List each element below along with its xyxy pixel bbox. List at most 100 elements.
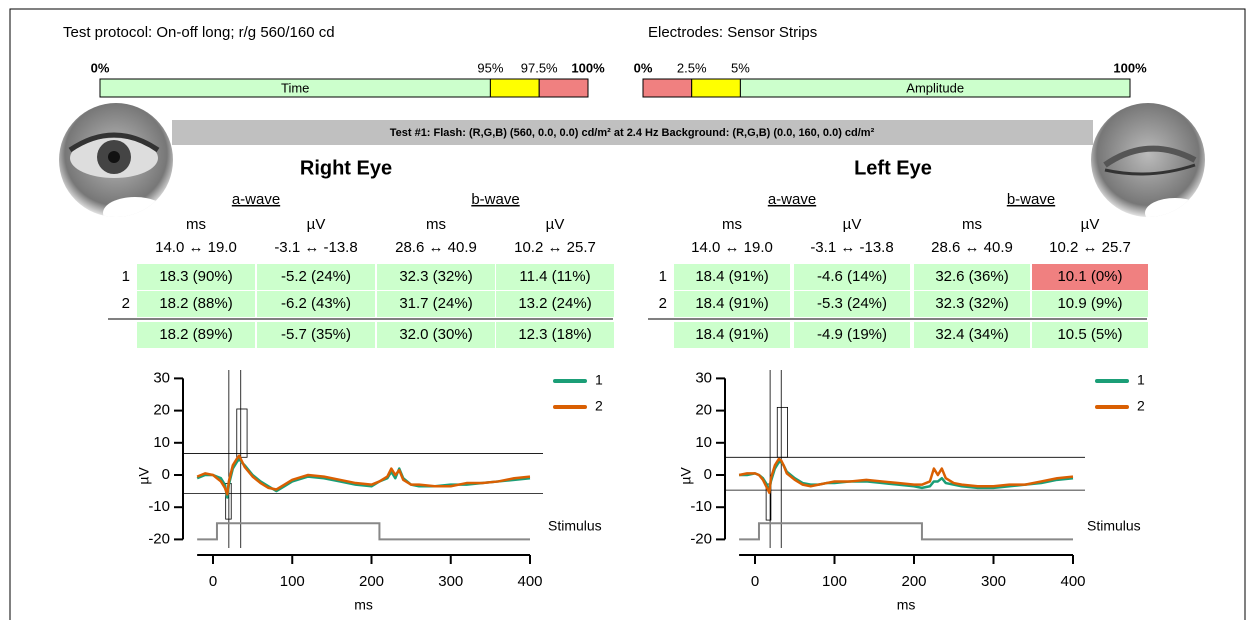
x-tick-label: 300 xyxy=(438,573,463,590)
legend-label: 2 xyxy=(1137,398,1145,414)
x-tick-label: 100 xyxy=(822,573,847,590)
cell: 12.3 (18%) xyxy=(518,326,591,343)
x-axis-label: ms xyxy=(897,597,916,613)
cell: 32.3 (32%) xyxy=(935,295,1008,312)
y-tick-label: 0 xyxy=(162,466,170,483)
cell: 32.0 (30%) xyxy=(399,326,472,343)
test-line: Test #1: Flash: (R,G,B) (560, 0.0, 0.0) … xyxy=(390,127,875,139)
row-label: 2 xyxy=(122,295,130,312)
cell-bg xyxy=(496,291,614,317)
cell-bg xyxy=(377,264,495,290)
cell-bg xyxy=(1032,264,1148,290)
wave-group: b-wave xyxy=(1007,191,1055,208)
cell: 18.4 (91%) xyxy=(695,295,768,312)
cell-bg xyxy=(674,291,790,317)
frame xyxy=(9,8,1246,620)
wave-group: b-wave xyxy=(471,191,519,208)
normal-range: -3.1 ↔ -13.8 xyxy=(274,239,357,256)
normal-range: -3.1 ↔ -13.8 xyxy=(810,239,893,256)
bar-tick-label: 5% xyxy=(731,60,750,75)
normal-box xyxy=(236,408,248,458)
y-tick-label: 30 xyxy=(153,369,170,386)
normal-range: 10.2 ↔ 25.7 xyxy=(1049,239,1131,256)
cell: 13.2 (24%) xyxy=(518,295,591,312)
cell: -6.2 (43%) xyxy=(281,295,351,312)
unit: ms xyxy=(962,216,982,233)
wave-group: a-wave xyxy=(232,191,280,208)
x-tick-label: 0 xyxy=(751,573,759,590)
normal-range: 28.6 ↔ 40.9 xyxy=(395,239,477,256)
cell-bg xyxy=(794,291,910,317)
cell: -5.2 (24%) xyxy=(281,268,351,285)
y-tick-label: 10 xyxy=(153,434,170,451)
cell: 11.4 (11%) xyxy=(519,268,590,285)
cell-bg xyxy=(137,322,255,348)
x-tick-label: 300 xyxy=(981,573,1006,590)
y-tick-label: 10 xyxy=(695,434,712,451)
cell: 10.5 (5%) xyxy=(1057,326,1122,343)
protocol: Test protocol: On-off long; r/g 560/160 … xyxy=(63,24,335,41)
cell-bg xyxy=(1032,322,1148,348)
cell-bg xyxy=(137,264,255,290)
cell: 32.4 (34%) xyxy=(935,326,1008,343)
normal-range: 28.6 ↔ 40.9 xyxy=(931,239,1013,256)
y-tick-label: -10 xyxy=(690,498,712,515)
bar-tick-label: 0% xyxy=(634,60,653,75)
bar-tick-label: 2.5% xyxy=(677,60,707,75)
bar-segment xyxy=(691,78,741,98)
cell: 18.3 (90%) xyxy=(159,268,232,285)
x-tick-label: 100 xyxy=(280,573,305,590)
x-tick-label: 200 xyxy=(359,573,384,590)
cell: 32.3 (32%) xyxy=(399,268,472,285)
electrodes: Electrodes: Sensor Strips xyxy=(648,24,817,41)
legend-label: 1 xyxy=(1137,372,1145,388)
cell-bg xyxy=(914,291,1030,317)
normal-range: 14.0 ↔ 19.0 xyxy=(155,239,237,256)
eye-title: Left Eye xyxy=(854,157,932,179)
cell-bg xyxy=(496,264,614,290)
cell-bg xyxy=(377,322,495,348)
unit: µV xyxy=(1081,216,1100,233)
cell: 31.7 (24%) xyxy=(399,295,472,312)
bar-label: Time xyxy=(281,80,309,95)
y-tick-label: 30 xyxy=(695,369,712,386)
cell: -4.6 (14%) xyxy=(817,268,887,285)
cell-bg xyxy=(794,322,910,348)
unit: ms xyxy=(426,216,446,233)
unit: µV xyxy=(843,216,862,233)
cell-bg xyxy=(674,264,790,290)
stimulus-trace xyxy=(197,522,530,541)
y-axis-label: µV xyxy=(678,467,694,485)
y-tick-label: -20 xyxy=(690,530,712,547)
trace xyxy=(738,457,1074,494)
bar-tick-label: 95% xyxy=(477,60,503,75)
x-axis-label: ms xyxy=(354,597,373,613)
row-label: 2 xyxy=(659,295,667,312)
x-tick-label: 400 xyxy=(517,573,542,590)
y-tick-label: 20 xyxy=(153,402,170,419)
cell: 18.4 (91%) xyxy=(695,268,768,285)
wave-group: a-wave xyxy=(768,191,816,208)
cell: -5.3 (24%) xyxy=(817,295,887,312)
cell: 18.2 (88%) xyxy=(159,295,232,312)
cell-bg xyxy=(137,291,255,317)
cell-bg xyxy=(674,322,790,348)
normal-box xyxy=(765,483,772,521)
y-tick-label: -20 xyxy=(148,530,170,547)
legend-label: 2 xyxy=(595,398,603,414)
x-tick-label: 200 xyxy=(901,573,926,590)
bar-tick-label: 100% xyxy=(1113,60,1147,75)
normal-box xyxy=(776,406,788,458)
cell-bg xyxy=(257,291,375,317)
eye-title: Right Eye xyxy=(300,157,392,179)
cell: 10.9 (9%) xyxy=(1057,295,1122,312)
bar-label: Amplitude xyxy=(906,80,964,95)
trace xyxy=(196,454,531,496)
bar-segment xyxy=(489,78,540,98)
test-band xyxy=(172,120,1093,145)
unit: µV xyxy=(307,216,326,233)
stimulus-trace xyxy=(739,522,1073,541)
row-label: 1 xyxy=(659,268,667,285)
bar-segment xyxy=(739,78,1131,98)
cell: 10.1 (0%) xyxy=(1057,268,1122,285)
